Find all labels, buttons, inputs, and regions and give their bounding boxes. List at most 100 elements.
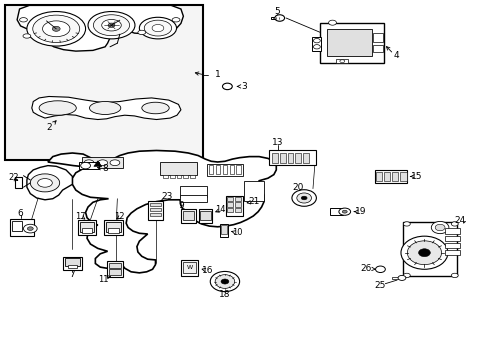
Bar (5, 5, 203, 160)
Polygon shape (150, 208, 161, 211)
Polygon shape (271, 153, 277, 163)
Ellipse shape (397, 275, 405, 280)
Polygon shape (68, 265, 77, 268)
Text: 16: 16 (202, 266, 213, 275)
Ellipse shape (33, 15, 80, 42)
Polygon shape (163, 175, 167, 178)
Polygon shape (244, 181, 264, 201)
Ellipse shape (139, 17, 176, 39)
Ellipse shape (93, 15, 129, 36)
Polygon shape (94, 161, 102, 166)
Polygon shape (27, 166, 72, 200)
Polygon shape (444, 236, 459, 241)
Polygon shape (326, 29, 371, 56)
Ellipse shape (102, 19, 121, 31)
Polygon shape (221, 225, 226, 234)
Ellipse shape (291, 190, 316, 206)
Ellipse shape (338, 208, 350, 215)
Ellipse shape (403, 273, 409, 278)
Polygon shape (200, 211, 210, 220)
Ellipse shape (84, 160, 94, 166)
Ellipse shape (339, 60, 344, 63)
Ellipse shape (407, 241, 441, 265)
Polygon shape (375, 172, 382, 181)
Polygon shape (226, 208, 232, 212)
Ellipse shape (403, 222, 409, 226)
Polygon shape (234, 202, 240, 207)
Ellipse shape (400, 236, 447, 269)
Polygon shape (403, 222, 456, 276)
Ellipse shape (23, 34, 31, 38)
Ellipse shape (313, 45, 320, 49)
Polygon shape (391, 172, 397, 181)
Polygon shape (176, 175, 181, 178)
Ellipse shape (27, 227, 33, 230)
Text: 18: 18 (219, 290, 230, 299)
Text: 10: 10 (231, 228, 242, 237)
Polygon shape (336, 59, 347, 63)
Polygon shape (180, 186, 206, 197)
Polygon shape (180, 195, 206, 202)
Polygon shape (287, 153, 293, 163)
Text: 14: 14 (214, 205, 225, 214)
Polygon shape (80, 222, 94, 232)
Polygon shape (219, 224, 228, 237)
Ellipse shape (172, 18, 180, 22)
Ellipse shape (430, 221, 448, 234)
Polygon shape (181, 209, 195, 223)
Text: 17: 17 (75, 212, 86, 220)
Ellipse shape (210, 271, 239, 292)
Polygon shape (234, 208, 240, 212)
Ellipse shape (89, 102, 121, 114)
Ellipse shape (274, 15, 284, 21)
Polygon shape (271, 17, 281, 19)
Ellipse shape (88, 12, 135, 39)
Polygon shape (320, 23, 383, 63)
Text: 12: 12 (114, 212, 125, 220)
Text: 1: 1 (214, 71, 220, 80)
Text: 13: 13 (271, 138, 283, 147)
Polygon shape (183, 211, 193, 220)
Ellipse shape (38, 179, 52, 187)
Text: 26: 26 (359, 264, 371, 273)
Ellipse shape (144, 20, 171, 36)
Ellipse shape (313, 39, 320, 43)
Ellipse shape (30, 174, 60, 192)
Text: 5: 5 (274, 7, 280, 16)
Ellipse shape (221, 279, 228, 284)
Text: 25: 25 (374, 281, 386, 289)
Polygon shape (234, 197, 240, 201)
Polygon shape (183, 175, 188, 178)
Polygon shape (372, 45, 383, 52)
Polygon shape (372, 33, 383, 42)
Polygon shape (444, 229, 459, 234)
Polygon shape (148, 201, 163, 220)
Polygon shape (81, 157, 123, 168)
Polygon shape (279, 153, 285, 163)
Polygon shape (225, 196, 243, 216)
Polygon shape (303, 153, 308, 163)
Text: 3: 3 (241, 82, 247, 91)
Polygon shape (268, 150, 315, 165)
Polygon shape (198, 209, 212, 223)
Ellipse shape (110, 160, 120, 166)
Text: 4: 4 (392, 51, 398, 60)
Polygon shape (65, 258, 80, 266)
Ellipse shape (81, 162, 90, 169)
Text: 22: 22 (8, 173, 19, 182)
Ellipse shape (450, 222, 457, 226)
Text: 6: 6 (18, 209, 23, 217)
Ellipse shape (375, 266, 385, 273)
Ellipse shape (215, 275, 234, 288)
Ellipse shape (108, 23, 115, 27)
Ellipse shape (296, 193, 311, 203)
Polygon shape (48, 150, 276, 273)
Ellipse shape (342, 210, 346, 213)
Ellipse shape (328, 20, 336, 25)
Polygon shape (107, 261, 122, 277)
Polygon shape (63, 257, 81, 270)
Polygon shape (206, 164, 243, 176)
Polygon shape (160, 162, 196, 175)
Polygon shape (183, 262, 196, 273)
Polygon shape (17, 5, 183, 51)
